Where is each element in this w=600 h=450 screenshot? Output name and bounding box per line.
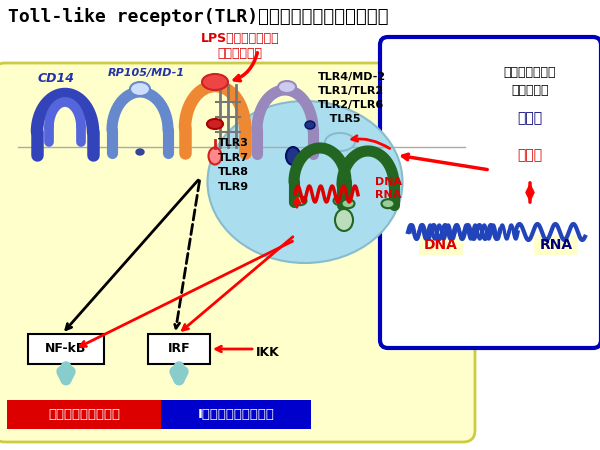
FancyBboxPatch shape bbox=[380, 37, 600, 348]
Ellipse shape bbox=[207, 119, 223, 129]
Ellipse shape bbox=[341, 199, 355, 208]
Text: TLR3
TLR7
TLR8
TLR9: TLR3 TLR7 TLR8 TLR9 bbox=[218, 138, 249, 192]
FancyBboxPatch shape bbox=[534, 235, 578, 255]
Ellipse shape bbox=[334, 196, 347, 205]
Text: 内因性リガンド
死細胞など: 内因性リガンド 死細胞など bbox=[504, 67, 556, 98]
Text: 常在菌: 常在菌 bbox=[517, 111, 542, 125]
FancyBboxPatch shape bbox=[28, 334, 104, 364]
Text: RNA: RNA bbox=[375, 190, 401, 200]
Text: RP105/MD-1: RP105/MD-1 bbox=[108, 68, 185, 78]
Ellipse shape bbox=[293, 196, 307, 205]
FancyBboxPatch shape bbox=[0, 63, 475, 442]
Ellipse shape bbox=[286, 147, 300, 165]
Text: I型インターフェロン: I型インターフェロン bbox=[197, 408, 274, 421]
Text: 病原体: 病原体 bbox=[517, 148, 542, 162]
Text: RNA: RNA bbox=[539, 238, 572, 252]
Ellipse shape bbox=[335, 209, 353, 231]
FancyBboxPatch shape bbox=[148, 334, 210, 364]
FancyBboxPatch shape bbox=[419, 235, 463, 255]
Text: IRF: IRF bbox=[167, 342, 190, 356]
Text: TLR4/MD-2
TLR1/TLR2
TLR2/TLR6
   TLR5: TLR4/MD-2 TLR1/TLR2 TLR2/TLR6 TLR5 bbox=[318, 72, 386, 124]
Ellipse shape bbox=[130, 82, 150, 96]
Text: DNA: DNA bbox=[424, 238, 458, 252]
Text: CD14: CD14 bbox=[38, 72, 75, 85]
Text: 炎症性サイトカイン: 炎症性サイトカイン bbox=[48, 408, 120, 421]
Ellipse shape bbox=[382, 199, 395, 208]
Ellipse shape bbox=[136, 149, 144, 155]
Text: NF-kB: NF-kB bbox=[46, 342, 86, 356]
Ellipse shape bbox=[325, 133, 355, 151]
Text: LPS、リポペプチド
フラジェリン: LPS、リポペプチド フラジェリン bbox=[200, 32, 280, 60]
FancyBboxPatch shape bbox=[7, 400, 161, 429]
Ellipse shape bbox=[305, 121, 315, 129]
Ellipse shape bbox=[208, 101, 403, 263]
Ellipse shape bbox=[202, 74, 228, 90]
Text: IKK: IKK bbox=[256, 346, 280, 360]
Text: DNA: DNA bbox=[375, 177, 402, 187]
Ellipse shape bbox=[209, 148, 221, 165]
Ellipse shape bbox=[278, 81, 296, 93]
Text: Toll-like receptor(TLR)が病原体の侵入を察知する: Toll-like receptor(TLR)が病原体の侵入を察知する bbox=[8, 7, 389, 26]
FancyBboxPatch shape bbox=[161, 400, 311, 429]
